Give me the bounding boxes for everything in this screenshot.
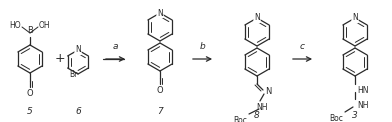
Text: HN: HN <box>357 86 368 95</box>
Text: HO: HO <box>9 21 21 30</box>
Text: N: N <box>254 14 260 22</box>
Text: N: N <box>352 14 358 22</box>
Text: Boc: Boc <box>329 114 343 122</box>
Text: b: b <box>200 42 205 51</box>
Text: O: O <box>157 86 163 95</box>
Text: 5: 5 <box>27 107 33 117</box>
Text: c: c <box>300 42 305 51</box>
Text: N: N <box>265 87 271 97</box>
Text: OH: OH <box>39 21 51 30</box>
Text: Br: Br <box>70 70 78 79</box>
Text: B: B <box>27 26 33 35</box>
Text: 8: 8 <box>254 111 260 120</box>
Text: NH: NH <box>357 101 368 110</box>
Text: a: a <box>113 42 118 51</box>
Text: 3: 3 <box>352 111 358 120</box>
Text: Boc: Boc <box>233 116 247 122</box>
Text: N: N <box>157 9 163 17</box>
Text: O: O <box>27 89 33 98</box>
Text: 7: 7 <box>157 107 163 117</box>
Text: 6: 6 <box>75 107 81 117</box>
Text: NH: NH <box>256 103 268 112</box>
Text: +: + <box>55 52 65 66</box>
Text: N: N <box>75 46 81 55</box>
